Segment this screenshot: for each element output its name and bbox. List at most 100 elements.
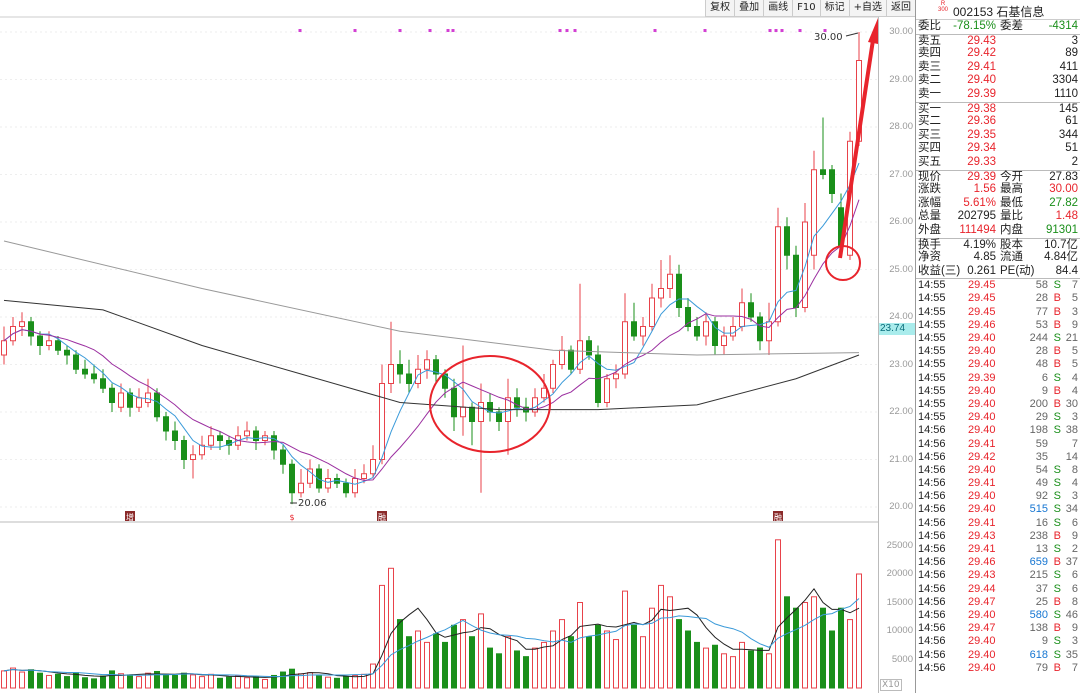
trade-count: 2 [1071, 543, 1078, 556]
candle-body [811, 169, 817, 256]
toolbar-button-3[interactable]: F10 [792, 0, 819, 16]
candle-body [613, 373, 619, 380]
price-tick: 25.00 [889, 263, 913, 275]
trade-side: S [1053, 411, 1061, 424]
candle [775, 207, 781, 327]
fund-value: 0.261 [967, 264, 996, 277]
ma10-line [3, 199, 860, 481]
candle [676, 264, 682, 317]
bid-row: 买四 29.34 51 [916, 142, 1080, 156]
trade-row: 14:56 29.40 515 S 34 [916, 503, 1080, 516]
volume-tick: 10000 [886, 625, 913, 636]
trade-count: 3 [1071, 305, 1078, 318]
volume-bar [145, 672, 151, 689]
event-marker-icon[interactable] [773, 511, 783, 521]
trade-volume: 28 [1035, 292, 1048, 305]
candle [604, 374, 610, 408]
high-label-arrow [845, 32, 859, 37]
kline-chart[interactable]: 30.00 20.06 增 $ 融 融 [0, 0, 878, 693]
trade-volume: 48 [1035, 358, 1048, 371]
candle-body [352, 478, 358, 494]
toolbar-button-1[interactable]: 叠加 [734, 0, 763, 16]
event-marker-icon[interactable] [377, 511, 387, 521]
trade-side: B [1053, 661, 1061, 674]
candle-body [73, 354, 79, 370]
event-marker-label: 融 [378, 512, 386, 522]
trade-side: B [1053, 318, 1061, 331]
trade-price: 29.40 [968, 490, 996, 503]
candle-body [631, 321, 637, 337]
volume-ma5-line [3, 587, 860, 678]
candle-body [370, 459, 376, 475]
event-marker-label: 融 [774, 512, 782, 522]
toolbar-button-2[interactable]: 画线 [763, 0, 792, 16]
trade-price: 29.41 [968, 543, 996, 556]
candle-body [199, 444, 205, 456]
trade-price: 29.40 [968, 608, 996, 621]
trade-price: 29.45 [968, 292, 996, 305]
candle [640, 317, 646, 346]
ask-row: 卖一 29.39 1110 [916, 88, 1080, 102]
volume-bar [226, 676, 232, 689]
stat-label: 今开 [1000, 170, 1023, 183]
event-marker-icon[interactable] [125, 511, 135, 521]
trade-volume: 35 [1035, 450, 1048, 463]
trade-volume: 53 [1035, 318, 1048, 331]
trade-side: S [1053, 463, 1061, 476]
volume-bar [64, 676, 70, 689]
candle-body [514, 397, 520, 408]
volume-bar [181, 672, 187, 689]
current-price-tag: 23.74 [879, 323, 915, 335]
signal-dot [573, 29, 577, 32]
trade-price: 29.46 [968, 556, 996, 569]
candle [19, 312, 25, 336]
trade-volume: 29 [1035, 411, 1048, 424]
volume-bar [442, 641, 448, 689]
ask-volume: 3304 [1052, 74, 1078, 87]
candle [541, 374, 547, 403]
bid-row: 买五 29.33 2 [916, 156, 1080, 170]
volume-bar [235, 675, 241, 689]
trade-side: S [1053, 332, 1061, 345]
trade-price: 29.40 [968, 463, 996, 476]
candle-body [658, 288, 664, 299]
trade-row: 14:56 29.40 54 S 8 [916, 464, 1080, 477]
toolbar-button-4[interactable]: 标记 [819, 0, 849, 16]
trade-row: 14:56 29.47 25 B 8 [916, 596, 1080, 609]
volume-bar [469, 636, 475, 689]
candle-body [46, 340, 52, 346]
trade-count: 37 [1065, 556, 1078, 569]
candle-body [541, 387, 547, 399]
candle-body [451, 387, 457, 418]
stat-label: 最低 [1000, 196, 1023, 209]
stat-value: 27.82 [1049, 196, 1078, 209]
trade-volume: 92 [1035, 490, 1048, 503]
bid-row: 买二 29.36 61 [916, 115, 1080, 129]
trade-volume: 515 [1029, 503, 1048, 516]
trade-time: 14:55 [918, 292, 946, 305]
volume-bar [730, 656, 736, 689]
toolbar-button-0[interactable]: 复权 [705, 0, 734, 16]
trade-price: 29.40 [968, 411, 996, 424]
toolbar-button-6[interactable]: 返回 [886, 0, 915, 16]
trade-time: 14:56 [918, 543, 946, 556]
volume-bar [334, 677, 340, 689]
trade-volume: 9 [1041, 384, 1048, 397]
candle-body [388, 364, 394, 384]
trade-volume: 77 [1035, 305, 1048, 318]
volume-bar [352, 674, 358, 689]
toolbar: 复权 叠加 画线 F10 标记 +自选 返回 [705, 0, 915, 17]
trade-volume: 59 [1035, 437, 1048, 450]
ask-volume: 89 [1065, 47, 1078, 60]
toolbar-button-5[interactable]: +自选 [848, 0, 886, 16]
candle [370, 445, 376, 479]
volume-bar [415, 630, 421, 689]
trade-price: 29.47 [968, 595, 996, 608]
volume-bar [856, 573, 862, 689]
volume-bar [424, 641, 430, 689]
candle-body [478, 402, 484, 422]
candle-body [757, 316, 763, 342]
trade-price: 29.40 [968, 648, 996, 661]
candle-body [1, 340, 7, 356]
stat-label: 外盘 [918, 223, 941, 236]
